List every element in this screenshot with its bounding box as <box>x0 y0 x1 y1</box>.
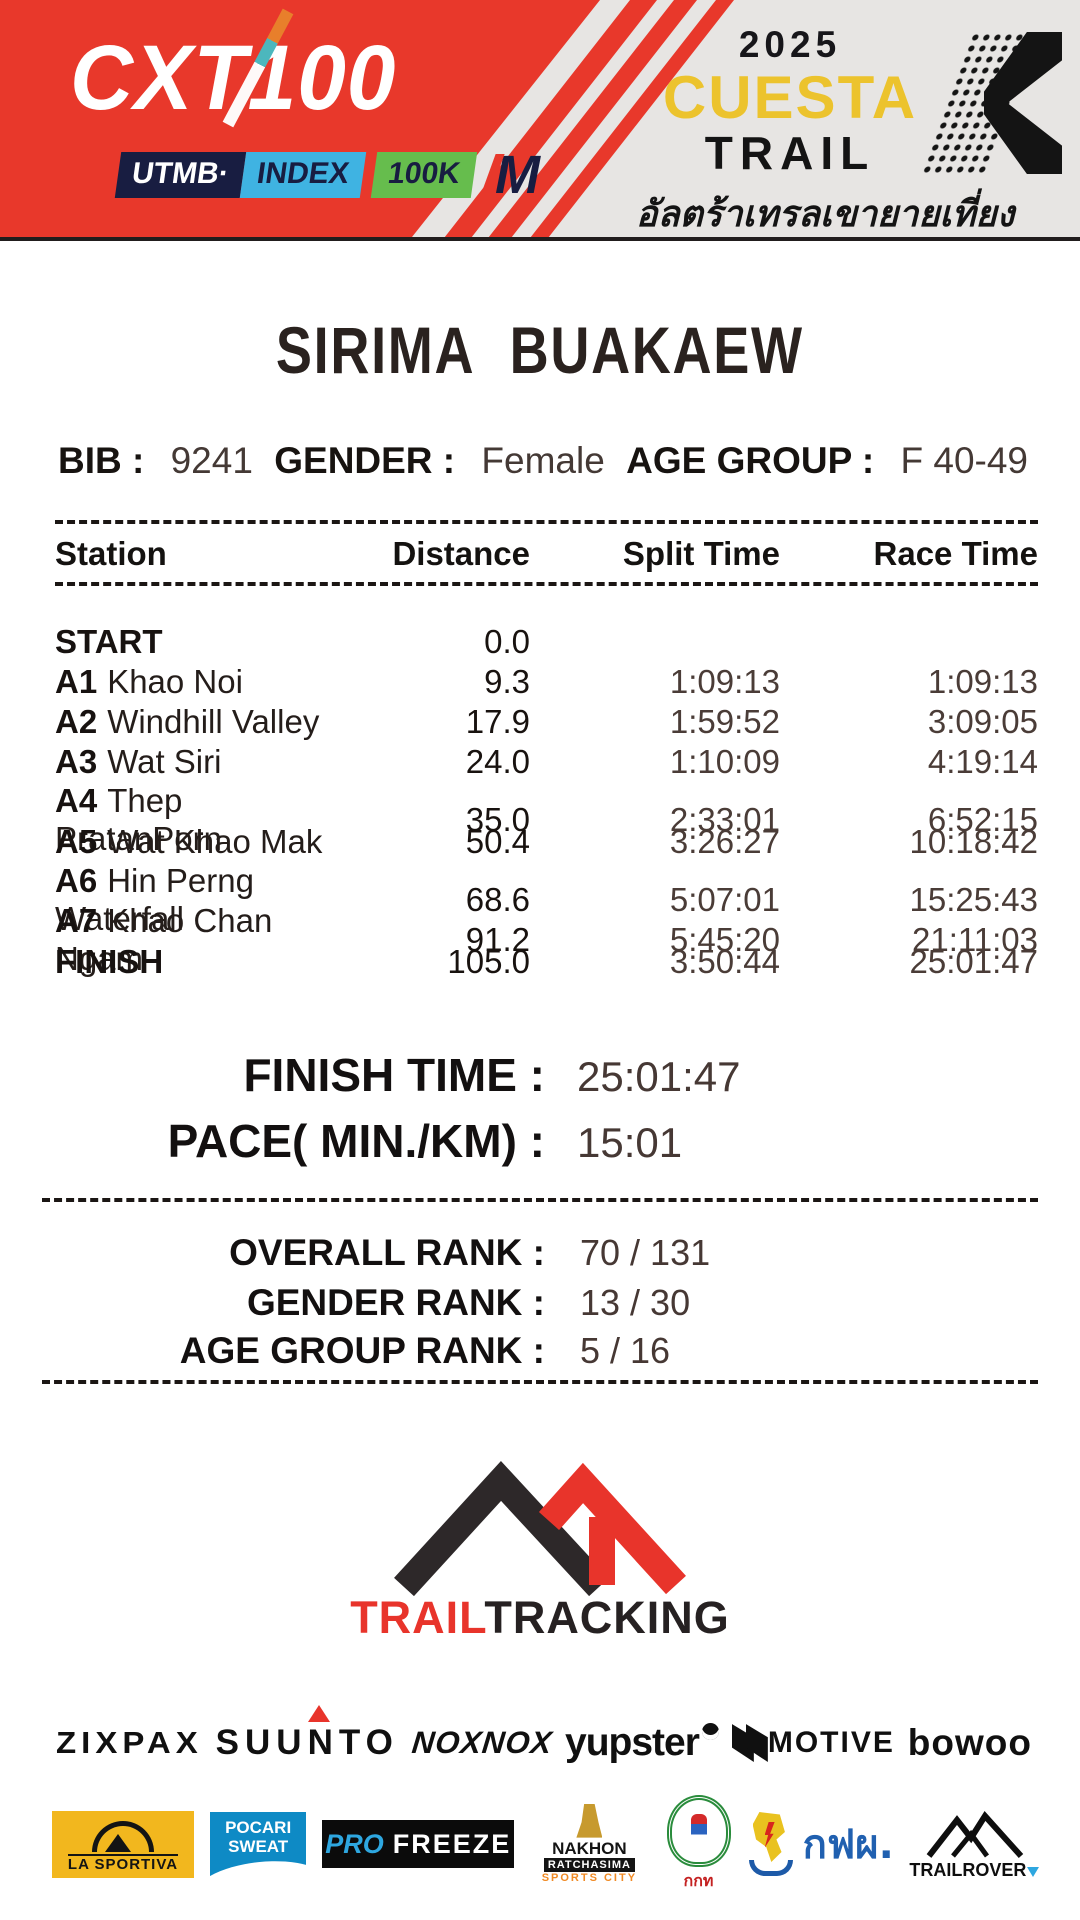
table-row: A4 Thep PratanPorn 35.0 2:33:01 6:52:15 <box>55 782 1038 857</box>
statue-icon <box>576 1803 603 1838</box>
cuesta-trail-logo: 2025 CUESTA TRAIL อัลตร้าเทรลเขายายเที่ย… <box>630 24 1020 242</box>
utmb-index-badges: UTMB· INDEX 100K M <box>114 148 540 202</box>
trailtracking-trail: TRAIL <box>350 1592 485 1643</box>
la-sportiva-logo: LA SPORTIVA <box>52 1810 194 1878</box>
sports-authority-emblem: กกท <box>665 1794 733 1894</box>
m-badge: M <box>480 148 540 202</box>
motive-logo: MOTIVE <box>731 1724 895 1762</box>
pocari-sweat-logo: POCARI SWEAT <box>210 1812 307 1876</box>
age-group-label: AGE GROUP : <box>626 440 875 481</box>
age-group-rank-value: 5 / 16 <box>580 1330 671 1371</box>
utmb-badge: UTMB· <box>114 152 246 198</box>
overall-rank-value: 70 / 131 <box>580 1232 711 1273</box>
zixpax-logo: ZIXPAX <box>56 1725 203 1760</box>
pace-label: PACE( MIN./KM) : <box>167 1115 545 1167</box>
table-row: A7 Khao Chan Ngam 91.2 5:45:20 21:11:03 <box>55 902 1038 977</box>
bib-value: 9241 <box>170 440 253 481</box>
egat-arc-icon <box>748 1860 793 1876</box>
trailrover-triangle-icon <box>1027 1867 1040 1877</box>
runner-info-row: BIB : 9241 GENDER : Female AGE GROUP : F… <box>58 440 1028 482</box>
emblem-figure-icon <box>690 1813 707 1848</box>
lightning-bolt-icon <box>764 1822 775 1848</box>
yupster-logo: yupster <box>565 1721 719 1765</box>
trailtracking-wordmark: TRAILTRACKING <box>0 1592 1080 1644</box>
overall-rank-row: OVERALL RANK : 70 / 131 <box>0 1232 1080 1274</box>
trailrover-logo: TRAILROVER <box>909 1808 1040 1881</box>
table-row: A3 Wat Siri 24.0 1:10:09 4:19:14 <box>55 743 1038 780</box>
table-row: A5 Wat Khao Mak 50.4 3:26:27 10:18:42 <box>55 823 1038 860</box>
header-banner: CXT100 UTMB· INDEX 100K M 2025 CUESTA TR… <box>0 0 1080 237</box>
dashed-divider <box>55 520 1038 524</box>
pocari-wave-icon <box>210 1854 307 1876</box>
event-type: TRAIL <box>704 127 876 179</box>
table-row: A1 Khao Noi 9.3 1:09:13 1:09:13 <box>55 663 1038 700</box>
dashed-divider <box>55 582 1038 586</box>
table-row: FINISH 105.0 3:50:44 25:01:47 <box>55 943 1038 980</box>
bowoo-logo: bowoo <box>907 1722 1032 1763</box>
gender-label: GENDER : <box>274 440 456 481</box>
dashed-divider <box>42 1198 1038 1202</box>
trailtracking-tracking: TRACKING <box>484 1592 730 1643</box>
gender-group: GENDER : Female <box>274 440 605 482</box>
gender-rank-value: 13 / 30 <box>580 1282 691 1323</box>
gender-rank-row: GENDER RANK : 13 / 30 <box>0 1282 1080 1324</box>
col-distance: Distance <box>392 535 530 572</box>
trailtracking-mountain-icon <box>394 1461 686 1597</box>
la-sportiva-mountain-icon <box>92 1820 154 1852</box>
gender-value: Female <box>481 440 605 481</box>
thailand-map-icon <box>748 1812 793 1876</box>
finish-time-value: 25:01:47 <box>577 1053 741 1100</box>
age-group-rank-row: AGE GROUP RANK : 5 / 16 <box>0 1330 1080 1372</box>
table-row: A6 Hin Perng Waterfall 68.6 5:07:01 15:25… <box>55 862 1038 937</box>
noxnox-logo: NOXNOX <box>409 1725 555 1760</box>
laurel-wreath-icon <box>666 1794 731 1867</box>
col-split-time: Split Time <box>622 535 780 572</box>
finish-time-label: FINISH TIME : <box>243 1049 545 1101</box>
splits-table: Station Distance Split Time Race Time ST… <box>55 520 1038 982</box>
age-group-group: AGE GROUP : F 40-49 <box>626 440 1028 482</box>
yupster-face-icon <box>701 1723 719 1740</box>
table-row: A2 Windhill Valley 17.9 1:59:52 3:09:05 <box>55 703 1038 740</box>
pro-freeze-logo: PRO FREEZE <box>322 1820 515 1868</box>
cuesta-x-icon <box>920 32 1062 174</box>
header-divider <box>0 237 1080 241</box>
col-station: Station <box>55 535 167 572</box>
trailrover-mountain-icon <box>926 1810 1024 1858</box>
finish-time-row: FINISH TIME : 25:01:47 <box>0 1048 1080 1102</box>
sponsor-row-2: LA SPORTIVA POCARI SWEAT PRO FREEZE NAKH… <box>52 1788 1040 1900</box>
runner-first-name: SIRIMA <box>276 313 476 387</box>
motive-chevrons-icon <box>731 1724 768 1762</box>
runner-name: SIRIMA BUAKAEW <box>0 312 1080 388</box>
dashed-divider <box>42 1380 1038 1384</box>
sponsor-row-1: ZIXPAX SUUNTO NOXNOX yupster MOTIVE bowo… <box>56 1705 1032 1776</box>
bib-group: BIB : 9241 <box>58 440 253 482</box>
event-name-thai: อัลตร้าเทรลเขายายเที่ยง <box>635 194 1015 236</box>
age-group-rank-label: AGE GROUP RANK : <box>179 1330 545 1371</box>
event-year: 2025 <box>738 24 842 65</box>
event-name: CUESTA <box>662 64 918 131</box>
pace-row: PACE( MIN./KM) : 15:01 <box>0 1114 1080 1168</box>
splits-table-body: START 0.0 A1 Khao Noi 9.3 1:09:13 1:09:13… <box>55 622 1038 982</box>
table-row: START 0.0 <box>55 623 530 660</box>
gender-rank-label: GENDER RANK : <box>246 1282 545 1323</box>
suunto-logo: SUUNTO <box>216 1705 399 1763</box>
suunto-triangle-icon <box>307 1705 330 1722</box>
pace-value: 15:01 <box>577 1119 683 1166</box>
runner-last-name: BUAKAEW <box>509 313 804 387</box>
bib-label: BIB : <box>58 440 145 481</box>
overall-rank-label: OVERALL RANK : <box>229 1232 545 1273</box>
age-group-value: F 40-49 <box>900 440 1028 481</box>
col-race-time: Race Time <box>873 535 1038 572</box>
egat-logo: กฟผ. <box>748 1812 894 1876</box>
100k-badge: 100K <box>371 152 478 198</box>
splits-table-header: Station Distance Split Time Race Time <box>55 524 1038 582</box>
nakhon-ratchasima-logo: NAKHON RATCHASIMA SPORTS CITY <box>530 1803 648 1885</box>
index-badge: INDEX <box>239 152 366 198</box>
